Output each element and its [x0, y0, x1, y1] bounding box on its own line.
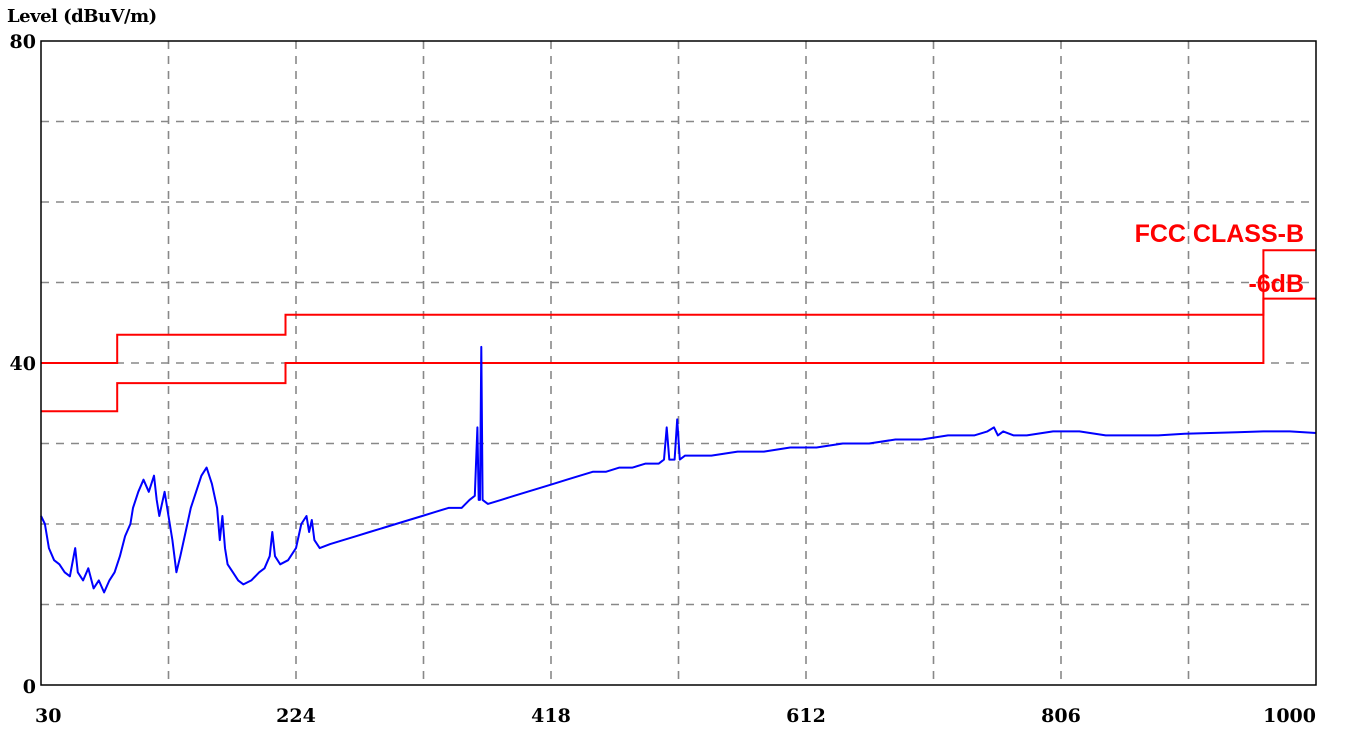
- limit-label-offset: -6dB: [1248, 270, 1304, 298]
- y-axis-label: Level (dBuV/m): [7, 6, 157, 27]
- plot-frame: [40, 40, 1317, 686]
- x-tick-label: 806: [1041, 705, 1081, 727]
- y-tick-label: 80: [10, 31, 36, 53]
- x-tick-label: 612: [786, 705, 826, 727]
- y-tick-label: 0: [23, 676, 36, 698]
- x-tick-label: 224: [276, 705, 316, 727]
- x-tick-label: 418: [531, 705, 571, 727]
- limit-line: [41, 297, 1316, 413]
- limit-line: [41, 249, 1316, 364]
- limit-label-fcc-class-b: FCC CLASS-B: [1135, 220, 1304, 248]
- series-line: [40, 345, 1317, 594]
- y-tick-label: 40: [10, 353, 36, 375]
- x-tick-label: 30: [35, 705, 61, 727]
- x-tick-label: 1000: [1263, 705, 1316, 727]
